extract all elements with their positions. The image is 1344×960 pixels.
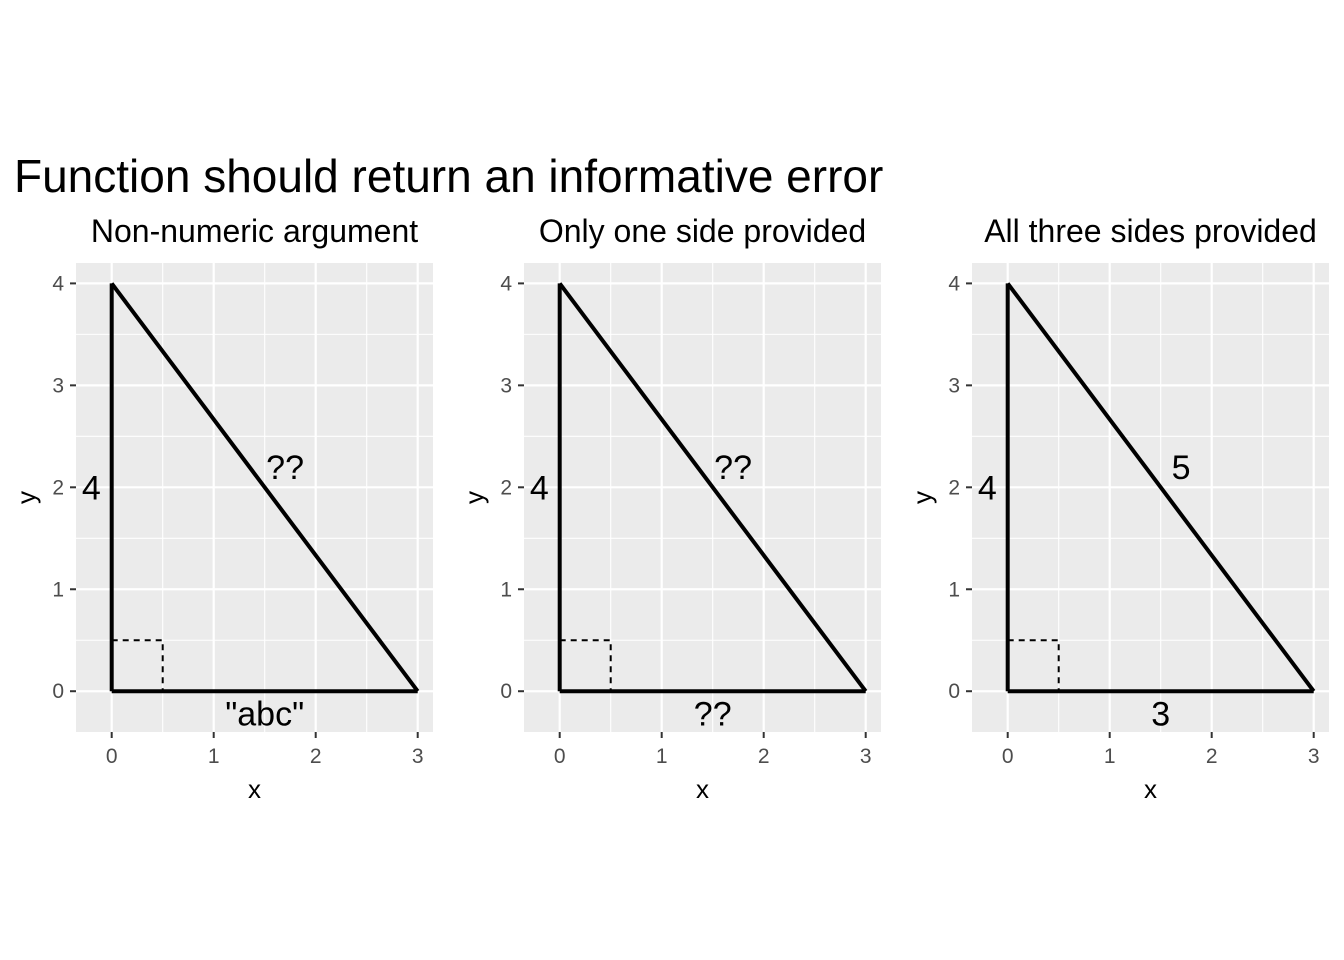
y-axis-title: y [459, 491, 489, 504]
panel-title: Non-numeric argument [91, 213, 418, 249]
x-tick-label: 1 [656, 745, 668, 768]
x-tick-label: 3 [412, 745, 424, 768]
y-tick-label: 2 [52, 476, 64, 499]
side-length-label: "abc" [225, 696, 304, 734]
side-length-label: 4 [82, 469, 101, 507]
panel-title: All three sides provided [984, 213, 1317, 249]
x-tick-label: 2 [758, 745, 770, 768]
panel-background [972, 263, 1329, 732]
x-tick-label: 2 [310, 745, 322, 768]
panel-background [524, 263, 881, 732]
side-length-label: ?? [266, 449, 304, 487]
x-axis-title: x [696, 774, 709, 804]
side-length-label: 4 [530, 469, 549, 507]
facet-panel-2: 0 1 2 3 0 1 2 3 4 Only one side provided x y 4???? [459, 213, 881, 804]
y-tick-label: 3 [52, 374, 64, 397]
y-axis-title: y [907, 491, 937, 504]
x-tick-label: 0 [106, 745, 118, 768]
x-tick-label: 0 [1002, 745, 1014, 768]
triangle-side-hypotenuse [1006, 282, 1316, 693]
figure-title: Function should return an informative er… [14, 150, 883, 202]
y-tick-label: 4 [500, 272, 512, 295]
facet-panel-1: 0 1 2 3 0 1 2 3 4 Non-numeric argument x y 4 "abc"?? [11, 213, 433, 804]
y-tick-label: 4 [52, 272, 64, 295]
side-length-label: 5 [1172, 449, 1191, 487]
y-tick-label: 4 [948, 272, 960, 295]
y-tick-label: 0 [52, 680, 64, 703]
y-tick-label: 2 [500, 476, 512, 499]
y-tick-label: 1 [52, 578, 64, 601]
y-tick-label: 0 [948, 680, 960, 703]
side-length-label: ?? [714, 449, 752, 487]
y-tick-label: 1 [500, 578, 512, 601]
x-axis-title: x [1144, 774, 1157, 804]
y-axis-title: y [11, 491, 41, 504]
right-angle-marker [559, 639, 612, 692]
y-tick-label: 0 [500, 680, 512, 703]
y-tick-label: 2 [948, 476, 960, 499]
side-length-label: 3 [1151, 696, 1170, 734]
facet-panel-3: 0 1 2 3 0 1 2 3 4 All three sides provided x y 4 3 5 [907, 213, 1329, 804]
triangle-side-hypotenuse [558, 282, 868, 693]
x-tick-label: 3 [860, 745, 872, 768]
side-length-label: 4 [978, 469, 997, 507]
y-tick-label: 1 [948, 578, 960, 601]
x-tick-label: 3 [1308, 745, 1320, 768]
x-tick-label: 2 [1206, 745, 1218, 768]
side-length-label: ?? [694, 696, 732, 734]
panel-title: Only one side provided [539, 213, 866, 249]
y-tick-label: 3 [500, 374, 512, 397]
triangle-side-hypotenuse [110, 282, 420, 693]
panel-background [76, 263, 433, 732]
x-tick-label: 1 [208, 745, 220, 768]
x-tick-label: 1 [1104, 745, 1116, 768]
x-tick-label: 0 [554, 745, 566, 768]
x-axis-title: x [248, 774, 261, 804]
y-tick-label: 3 [948, 374, 960, 397]
right-angle-marker [111, 639, 164, 692]
right-angle-marker [1007, 639, 1060, 692]
